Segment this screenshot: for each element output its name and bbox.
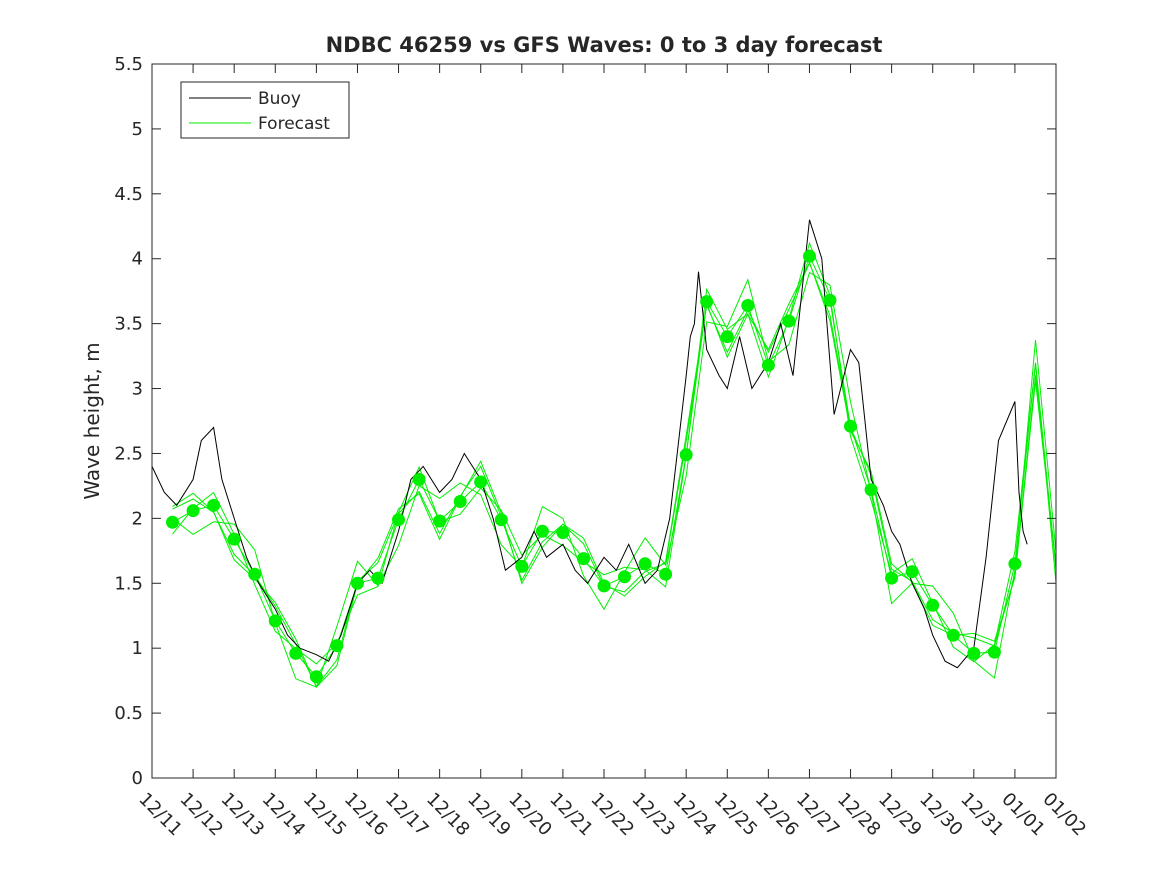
x-tick-label: 12/13 xyxy=(217,789,269,841)
forecast-marker xyxy=(741,299,755,312)
forecast-marker xyxy=(987,645,1001,659)
y-axis-label: Wave height, m xyxy=(80,342,104,499)
forecast-marker xyxy=(946,628,960,642)
x-tick-label: 12/25 xyxy=(710,789,762,841)
forecast-series-line xyxy=(172,271,1057,688)
forecast-marker xyxy=(700,295,714,309)
x-tick-label: 12/14 xyxy=(258,789,310,841)
forecast-marker xyxy=(905,565,919,579)
x-tick-label: 12/31 xyxy=(956,789,1008,841)
forecast-marker xyxy=(268,614,282,628)
y-tick-label: 5.5 xyxy=(114,54,143,75)
axes-box xyxy=(151,63,1057,779)
x-tick-label: 12/30 xyxy=(915,789,967,841)
forecast-marker xyxy=(186,504,200,518)
forecast-marker xyxy=(351,576,364,590)
x-tick-label: 12/18 xyxy=(422,789,474,841)
legend-box xyxy=(180,81,350,139)
forecast-marker xyxy=(659,567,673,581)
buoy-series-line xyxy=(151,219,1028,669)
legend-buoy-label: Buoy xyxy=(258,89,301,109)
forecast-marker xyxy=(494,513,508,527)
legend-forecast-label: Forecast xyxy=(258,114,330,134)
forecast-series-line xyxy=(172,261,1057,688)
y-tick-label: 4.5 xyxy=(114,184,143,205)
forecast-marker xyxy=(433,514,447,528)
x-tick-label: 12/11 xyxy=(134,789,186,841)
forecast-marker xyxy=(803,249,816,263)
y-tick-label: 1 xyxy=(132,638,143,659)
y-tick-label: 1.5 xyxy=(114,573,143,594)
x-tick-label: 12/22 xyxy=(586,789,638,841)
forecast-marker xyxy=(577,552,590,566)
forecast-marker xyxy=(679,448,693,462)
y-tick-label: 0 xyxy=(132,768,143,789)
forecast-marker xyxy=(844,419,857,433)
forecast-marker xyxy=(330,639,344,653)
forecast-marker xyxy=(453,495,467,508)
forecast-marker xyxy=(926,598,940,612)
y-axis: 0 0.5 1 1.5 2 2.5 3 3.5 4 4.5 5 5.5 xyxy=(114,54,1056,789)
forecast-marker xyxy=(618,570,631,584)
forecast-marker xyxy=(371,571,385,585)
x-tick-label: 01/02 xyxy=(1038,789,1090,841)
forecast-marker xyxy=(1008,557,1022,571)
forecast-marker xyxy=(207,498,221,512)
forecast-marker xyxy=(885,571,899,585)
x-tick-label: 12/24 xyxy=(669,789,721,841)
forecast-marker xyxy=(782,314,796,328)
x-tick-label: 12/23 xyxy=(628,789,680,841)
x-tick-label: 12/29 xyxy=(874,789,926,841)
forecast-marker xyxy=(289,646,303,660)
y-tick-label: 3.5 xyxy=(114,314,143,335)
forecast-series-line xyxy=(172,241,1057,665)
forecast-marker xyxy=(227,532,241,546)
forecast-marker xyxy=(864,483,878,497)
forecast-marker xyxy=(166,515,179,529)
forecast-marker xyxy=(761,358,775,372)
forecast-marker xyxy=(823,293,837,307)
y-tick-label: 4 xyxy=(132,249,143,270)
forecast-marker xyxy=(638,557,652,571)
x-axis: 12/1112/1212/1312/1412/1512/1612/1712/18… xyxy=(134,64,1090,840)
x-tick-label: 12/19 xyxy=(463,789,515,841)
forecast-marker xyxy=(556,526,570,540)
x-tick-label: 12/17 xyxy=(381,789,433,841)
x-tick-label: 12/12 xyxy=(176,789,228,841)
y-tick-label: 2 xyxy=(132,508,143,529)
x-tick-label: 12/20 xyxy=(504,789,556,841)
x-tick-label: 12/27 xyxy=(792,789,844,841)
forecast-series-line xyxy=(172,254,1057,678)
forecast-marker xyxy=(535,524,549,538)
x-tick-label: 12/26 xyxy=(751,789,803,841)
plot-lines xyxy=(151,219,1057,688)
y-tick-label: 0.5 xyxy=(114,703,143,724)
x-tick-label: 01/01 xyxy=(997,789,1049,841)
forecast-marker xyxy=(515,559,529,573)
forecast-markers xyxy=(166,249,1022,684)
forecast-marker xyxy=(720,330,734,344)
y-tick-label: 5 xyxy=(132,119,143,140)
x-tick-label: 12/28 xyxy=(833,789,885,841)
x-tick-label: 12/16 xyxy=(340,789,392,841)
forecast-marker xyxy=(309,670,323,684)
y-tick-label: 3 xyxy=(132,379,143,400)
forecast-marker xyxy=(967,646,981,660)
forecast-series-line xyxy=(172,261,1057,688)
y-tick-label: 2.5 xyxy=(114,443,143,464)
forecast-marker xyxy=(392,513,405,527)
chart-title: NDBC 46259 vs GFS Waves: 0 to 3 day fore… xyxy=(326,33,883,57)
forecast-marker xyxy=(474,475,488,489)
x-tick-label: 12/15 xyxy=(299,789,351,841)
x-tick-label: 12/21 xyxy=(545,789,597,841)
legend: Buoy Forecast xyxy=(180,81,350,139)
forecast-marker xyxy=(412,472,426,486)
forecast-marker xyxy=(248,567,262,581)
forecast-marker xyxy=(597,579,611,593)
